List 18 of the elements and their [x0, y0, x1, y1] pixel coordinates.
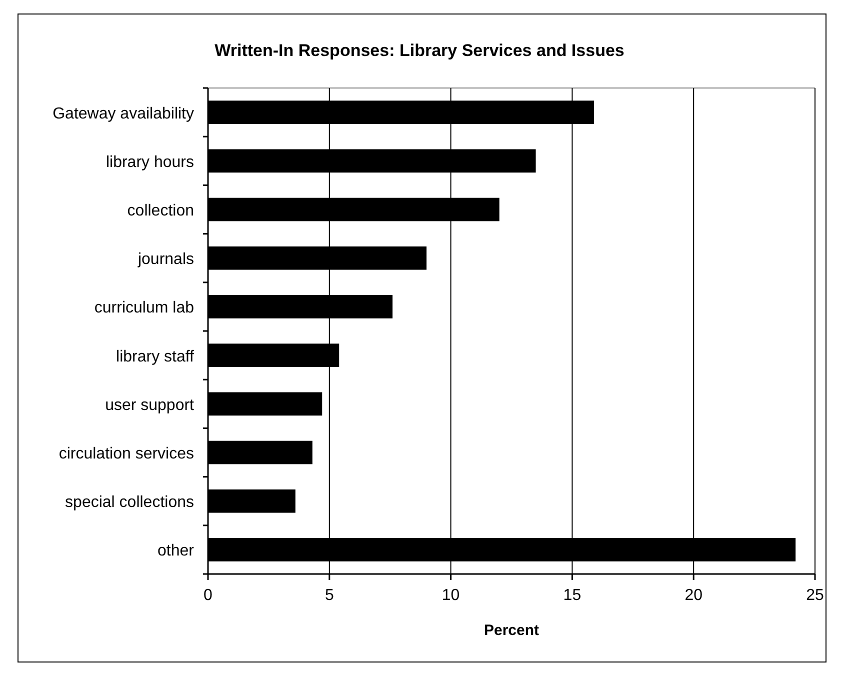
- x-tick-label: 20: [684, 587, 703, 604]
- x-tick-label: 5: [324, 587, 334, 604]
- y-tick-label: user support: [105, 396, 195, 414]
- x-tick-label: 0: [204, 587, 213, 604]
- x-tick-label: 10: [442, 587, 460, 604]
- chart-title: Written-In Responses: Library Services and Issues: [214, 41, 624, 60]
- x-axis-title: Percent: [484, 622, 540, 639]
- y-tick-label: library staff: [116, 348, 195, 366]
- y-tick-label: Gateway availability: [52, 105, 194, 122]
- y-tick-label: curriculum lab: [94, 300, 194, 317]
- y-tick-label: collection: [127, 202, 194, 220]
- y-tick-label: library hours: [106, 154, 194, 171]
- y-tick-label: circulation services: [58, 446, 194, 462]
- y-tick-label: special collections: [65, 494, 194, 512]
- y-tick-label: other: [158, 542, 195, 560]
- y-tick-label: journals: [136, 251, 194, 268]
- x-tick-label: 15: [563, 587, 582, 604]
- x-tick-label: 25: [806, 587, 824, 604]
